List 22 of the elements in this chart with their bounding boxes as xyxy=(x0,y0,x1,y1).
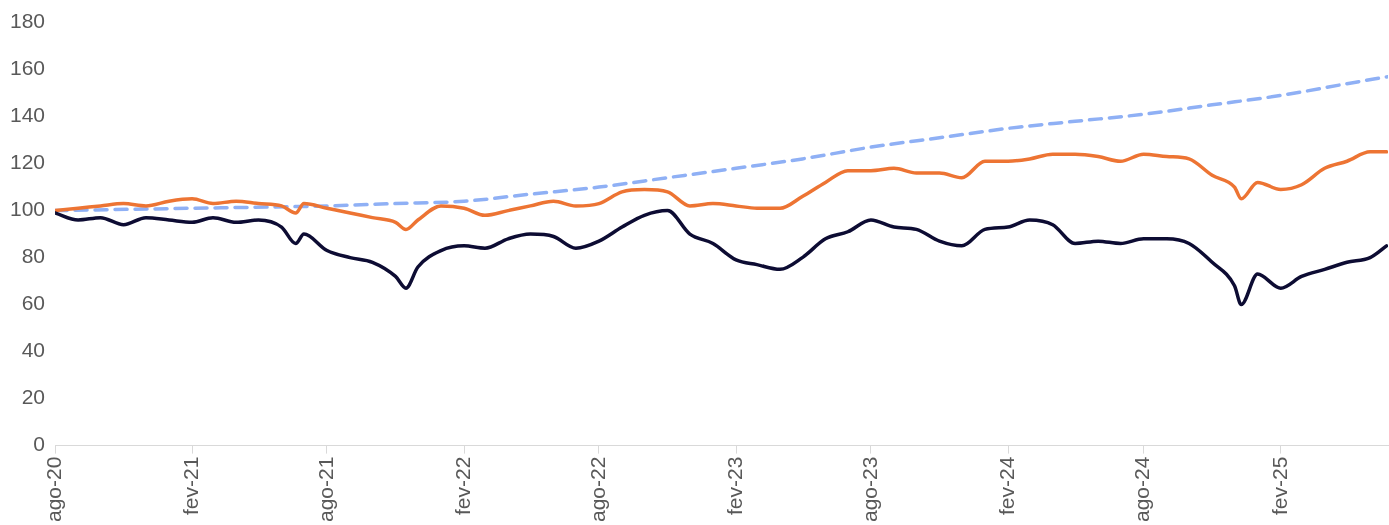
x-tick-label: ago-21 xyxy=(313,456,337,522)
y-tick-label: 180 xyxy=(9,9,46,33)
x-tick-label: fev-25 xyxy=(1267,456,1291,515)
x-tick-label: fev-22 xyxy=(450,456,474,515)
y-tick-label: 160 xyxy=(9,56,46,80)
x-tick-label: fev-21 xyxy=(178,456,202,515)
x-tick-label: ago-22 xyxy=(585,456,609,522)
x-tick-label: ago-20 xyxy=(41,456,65,522)
x-tick-label: fev-23 xyxy=(722,456,746,515)
x-tick-label: ago-23 xyxy=(857,456,881,522)
y-tick-label: 140 xyxy=(9,103,46,127)
y-tick-label: 80 xyxy=(21,244,46,268)
y-tick-label: 60 xyxy=(21,291,46,315)
y-tick-label: 20 xyxy=(21,385,46,409)
y-tick-label: 40 xyxy=(21,338,46,362)
y-tick-label: 0 xyxy=(33,432,46,456)
y-tick-label: 100 xyxy=(9,197,46,221)
y-tick-label: 120 xyxy=(9,150,46,174)
line-series xyxy=(55,150,1388,232)
x-tick-label: ago-24 xyxy=(1130,456,1154,522)
x-tick-label: fev-24 xyxy=(994,456,1018,515)
line-series xyxy=(55,208,1388,307)
